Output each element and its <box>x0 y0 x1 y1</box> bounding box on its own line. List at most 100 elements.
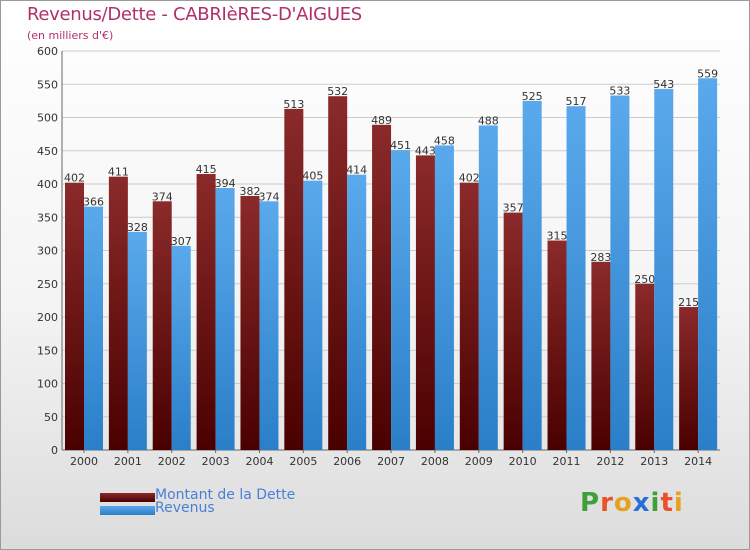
bar-dette <box>459 182 479 451</box>
y-tick-label: 150 <box>37 344 58 357</box>
x-tick-label: 2001 <box>114 455 142 468</box>
data-label-revenus: 405 <box>302 170 323 183</box>
data-label-revenus: 458 <box>434 134 455 147</box>
data-label-dette: 415 <box>196 163 217 176</box>
logo-letter: P <box>580 488 601 518</box>
x-tick-label: 2008 <box>421 455 449 468</box>
y-tick-label: 250 <box>37 278 58 291</box>
bar-dette <box>635 283 655 450</box>
logo-letter: i <box>650 488 661 518</box>
logo-letter: o <box>613 488 633 518</box>
logo-letter: i <box>673 488 684 518</box>
x-tick-label: 2000 <box>70 455 98 468</box>
proxiti-logo: Proxiti <box>580 488 684 518</box>
x-tick-label: 2003 <box>202 455 230 468</box>
bar-dette <box>284 108 304 450</box>
y-tick-label: 600 <box>37 45 58 58</box>
y-tick-label: 100 <box>37 378 58 391</box>
data-label-revenus: 533 <box>609 85 630 98</box>
logo-letter: x <box>632 488 651 518</box>
legend-swatch-dette <box>100 493 155 502</box>
data-label-revenus: 366 <box>83 196 104 209</box>
x-tick-label: 2009 <box>465 455 493 468</box>
bar-revenus <box>698 78 718 450</box>
bar-dette <box>415 155 435 450</box>
x-tick-label: 2004 <box>245 455 273 468</box>
bar-dette <box>503 212 523 450</box>
data-label-revenus: 451 <box>390 139 411 152</box>
data-label-dette: 489 <box>371 114 392 127</box>
y-tick-label: 400 <box>37 178 58 191</box>
bar-dette <box>547 240 567 450</box>
data-label-revenus: 488 <box>478 114 499 127</box>
bar-revenus <box>391 150 411 450</box>
data-label-dette: 402 <box>64 172 85 185</box>
bar-dette <box>679 307 699 450</box>
chart-subtitle: (en milliers d'€) <box>27 29 114 42</box>
y-tick-label: 500 <box>37 112 58 125</box>
x-tick-label: 2013 <box>640 455 668 468</box>
data-label-revenus: 307 <box>171 235 192 248</box>
data-label-dette: 374 <box>152 190 173 203</box>
bar-revenus <box>215 187 235 451</box>
bar-revenus <box>347 174 367 450</box>
y-tick-label: 300 <box>37 245 58 258</box>
data-label-dette: 411 <box>108 166 129 179</box>
x-tick-label: 2007 <box>377 455 405 468</box>
data-label-dette: 443 <box>415 144 436 157</box>
y-tick-label: 350 <box>37 211 58 224</box>
x-tick-label: 2014 <box>684 455 712 468</box>
bar-dette <box>328 96 348 450</box>
x-tick-label: 2005 <box>289 455 317 468</box>
y-tick-label: 200 <box>37 311 58 324</box>
data-label-revenus: 374 <box>258 190 279 203</box>
y-tick-label: 550 <box>37 78 58 91</box>
x-tick-label: 2010 <box>509 455 537 468</box>
bar-revenus <box>303 180 323 451</box>
legend-label-revenus: Revenus <box>155 500 215 516</box>
bar-revenus <box>171 245 191 450</box>
data-label-revenus: 328 <box>127 221 148 234</box>
data-label-revenus: 543 <box>653 78 674 91</box>
data-label-revenus: 394 <box>215 177 236 190</box>
x-tick-label: 2002 <box>158 455 186 468</box>
x-tick-label: 2011 <box>553 455 581 468</box>
bar-dette <box>591 261 611 450</box>
bar-revenus <box>478 125 498 450</box>
legend-label-dette: Montant de la Dette <box>155 487 296 503</box>
bar-dette <box>240 195 260 450</box>
data-label-dette: 315 <box>547 230 568 243</box>
data-label-dette: 283 <box>590 251 611 264</box>
bar-dette <box>152 201 172 450</box>
logo-letter: r <box>600 488 614 518</box>
bar-dette <box>372 124 392 450</box>
bar-revenus <box>127 231 147 450</box>
bar-revenus <box>654 88 674 450</box>
data-label-dette: 402 <box>459 172 480 185</box>
y-tick-label: 0 <box>51 444 58 457</box>
bar-dette <box>65 182 84 451</box>
x-tick-label: 2012 <box>596 455 624 468</box>
bar-dette <box>196 174 216 450</box>
data-label-dette: 215 <box>678 296 699 309</box>
data-label-revenus: 525 <box>522 90 543 103</box>
data-label-revenus: 559 <box>697 67 718 80</box>
bar-revenus <box>610 95 630 451</box>
data-label-dette: 250 <box>634 273 655 286</box>
logo-letter: t <box>660 488 674 518</box>
data-label-dette: 513 <box>283 98 304 111</box>
data-label-dette: 532 <box>327 85 348 98</box>
y-tick-label: 450 <box>37 145 58 158</box>
y-tick-label: 50 <box>44 411 58 424</box>
bar-revenus <box>434 145 454 450</box>
bar-revenus <box>522 100 542 450</box>
data-label-revenus: 414 <box>346 164 367 177</box>
data-label-revenus: 517 <box>566 95 587 108</box>
bar-revenus <box>259 201 279 450</box>
bar-revenus <box>566 106 586 450</box>
legend-swatch-revenus <box>100 506 155 515</box>
bar-dette <box>108 176 128 450</box>
x-tick-label: 2006 <box>333 455 361 468</box>
data-label-dette: 357 <box>503 202 524 215</box>
